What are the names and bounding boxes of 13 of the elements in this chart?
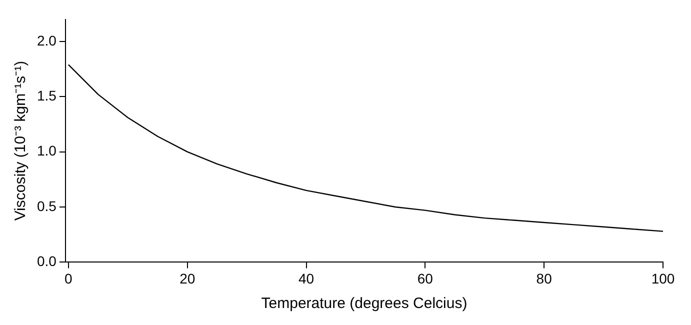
y-tick-label: 2.0 xyxy=(36,32,57,48)
x-tick-label: 20 xyxy=(180,270,196,286)
x-tick-label: 40 xyxy=(298,270,314,286)
x-tick-label: 60 xyxy=(417,270,434,286)
x-tick-label: 100 xyxy=(651,270,675,286)
y-tick-label: 1.0 xyxy=(36,142,57,159)
x-axis-title: Temperature (degrees Celcius) xyxy=(261,295,468,312)
y-tick-label: 0.0 xyxy=(36,253,57,270)
y-tick-label: 0.5 xyxy=(36,198,57,214)
x-tick-label: 80 xyxy=(536,270,552,286)
y-axis-title: Viscosity (10⁻³ kgm⁻¹s⁻¹) xyxy=(12,60,30,221)
y-tick-label: 1.5 xyxy=(36,88,57,104)
x-tick-label: 0 xyxy=(64,270,73,286)
